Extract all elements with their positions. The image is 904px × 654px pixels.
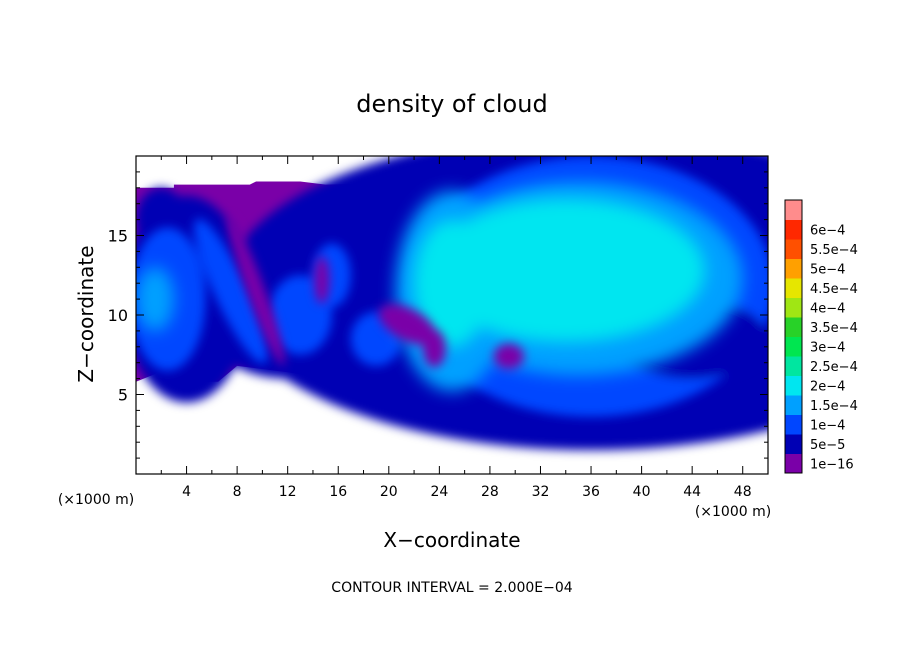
chart-title: density of cloud — [356, 90, 547, 118]
colorbar-swatch — [785, 219, 802, 240]
x-tick-label: 40 — [633, 484, 651, 500]
colorbar-frame — [784, 199, 803, 474]
x-tick-label: 8 — [233, 484, 242, 500]
colorbar-label: 1.5e−4 — [810, 399, 858, 414]
colorbar-label: 3.5e−4 — [810, 321, 858, 336]
colorbar-label: 5.5e−4 — [810, 243, 858, 258]
x-unit-right: (×1000 m) — [695, 504, 771, 520]
colorbar: 1e−16 5e−5 1e−4 1.5e−4 2e−4 2.5e−4 3e−4 3.5e−4 4… — [784, 199, 858, 474]
level-2e-4-region — [414, 198, 705, 347]
colorbar-swatch — [785, 278, 802, 298]
colorbar-label: 1e−16 — [810, 457, 854, 472]
purple-filaments — [227, 216, 525, 370]
colorbar-swatch — [785, 434, 802, 454]
colorbar-label: 2.5e−4 — [810, 360, 858, 375]
colorbar-swatch — [785, 258, 802, 279]
x-tick-label: 32 — [532, 484, 550, 500]
colorbar-swatch — [785, 336, 802, 357]
colorbar-label: 4e−4 — [810, 301, 845, 316]
colorbar-label: 4.5e−4 — [810, 282, 858, 297]
colorbar-swatch — [785, 317, 802, 337]
colorbar-swatch — [785, 395, 802, 415]
x-tick-label: 20 — [380, 484, 398, 500]
x-axis-label: X−coordinate — [383, 528, 520, 552]
contour-interval-note: CONTOUR INTERVAL = 2.000E−04 — [331, 580, 572, 596]
colorbar-label: 1e−4 — [810, 418, 845, 433]
x-unit-left: (×1000 m) — [58, 492, 134, 508]
x-tick-label: 16 — [329, 484, 347, 500]
colorbar-label: 5e−4 — [810, 262, 845, 277]
colorbar-label: 5e−5 — [810, 438, 845, 453]
colorbar-swatch — [785, 200, 802, 220]
x-tick-label: 44 — [683, 484, 701, 500]
colorbar-swatch — [785, 375, 802, 396]
y-axis: 5 10 15 — [108, 171, 768, 459]
y-tick-label: 15 — [108, 227, 128, 246]
colorbar-label: 3e−4 — [810, 340, 845, 355]
x-tick-label: 4 — [182, 484, 191, 500]
colorbar-swatch — [785, 453, 802, 474]
colorbar-swatch — [785, 414, 802, 435]
x-axis: 4 8 12 16 20 24 28 32 36 40 44 48 — [160, 156, 752, 500]
x-tick-label: 28 — [481, 484, 499, 500]
cloud-field — [136, 156, 768, 451]
colorbar-label: 2e−4 — [810, 379, 845, 394]
y-tick-label: 10 — [108, 306, 128, 325]
x-tick-label: 36 — [582, 484, 600, 500]
colorbar-swatch — [785, 239, 802, 259]
y-axis-label: Z−coordinate — [74, 245, 98, 382]
x-tick-label: 12 — [279, 484, 297, 500]
colorbar-swatch — [785, 356, 802, 376]
colorbar-swatch — [785, 297, 802, 318]
x-tick-label: 24 — [430, 484, 448, 500]
y-tick-label: 5 — [118, 386, 128, 405]
colorbar-label: 6e−4 — [810, 223, 845, 238]
x-tick-label: 48 — [734, 484, 752, 500]
